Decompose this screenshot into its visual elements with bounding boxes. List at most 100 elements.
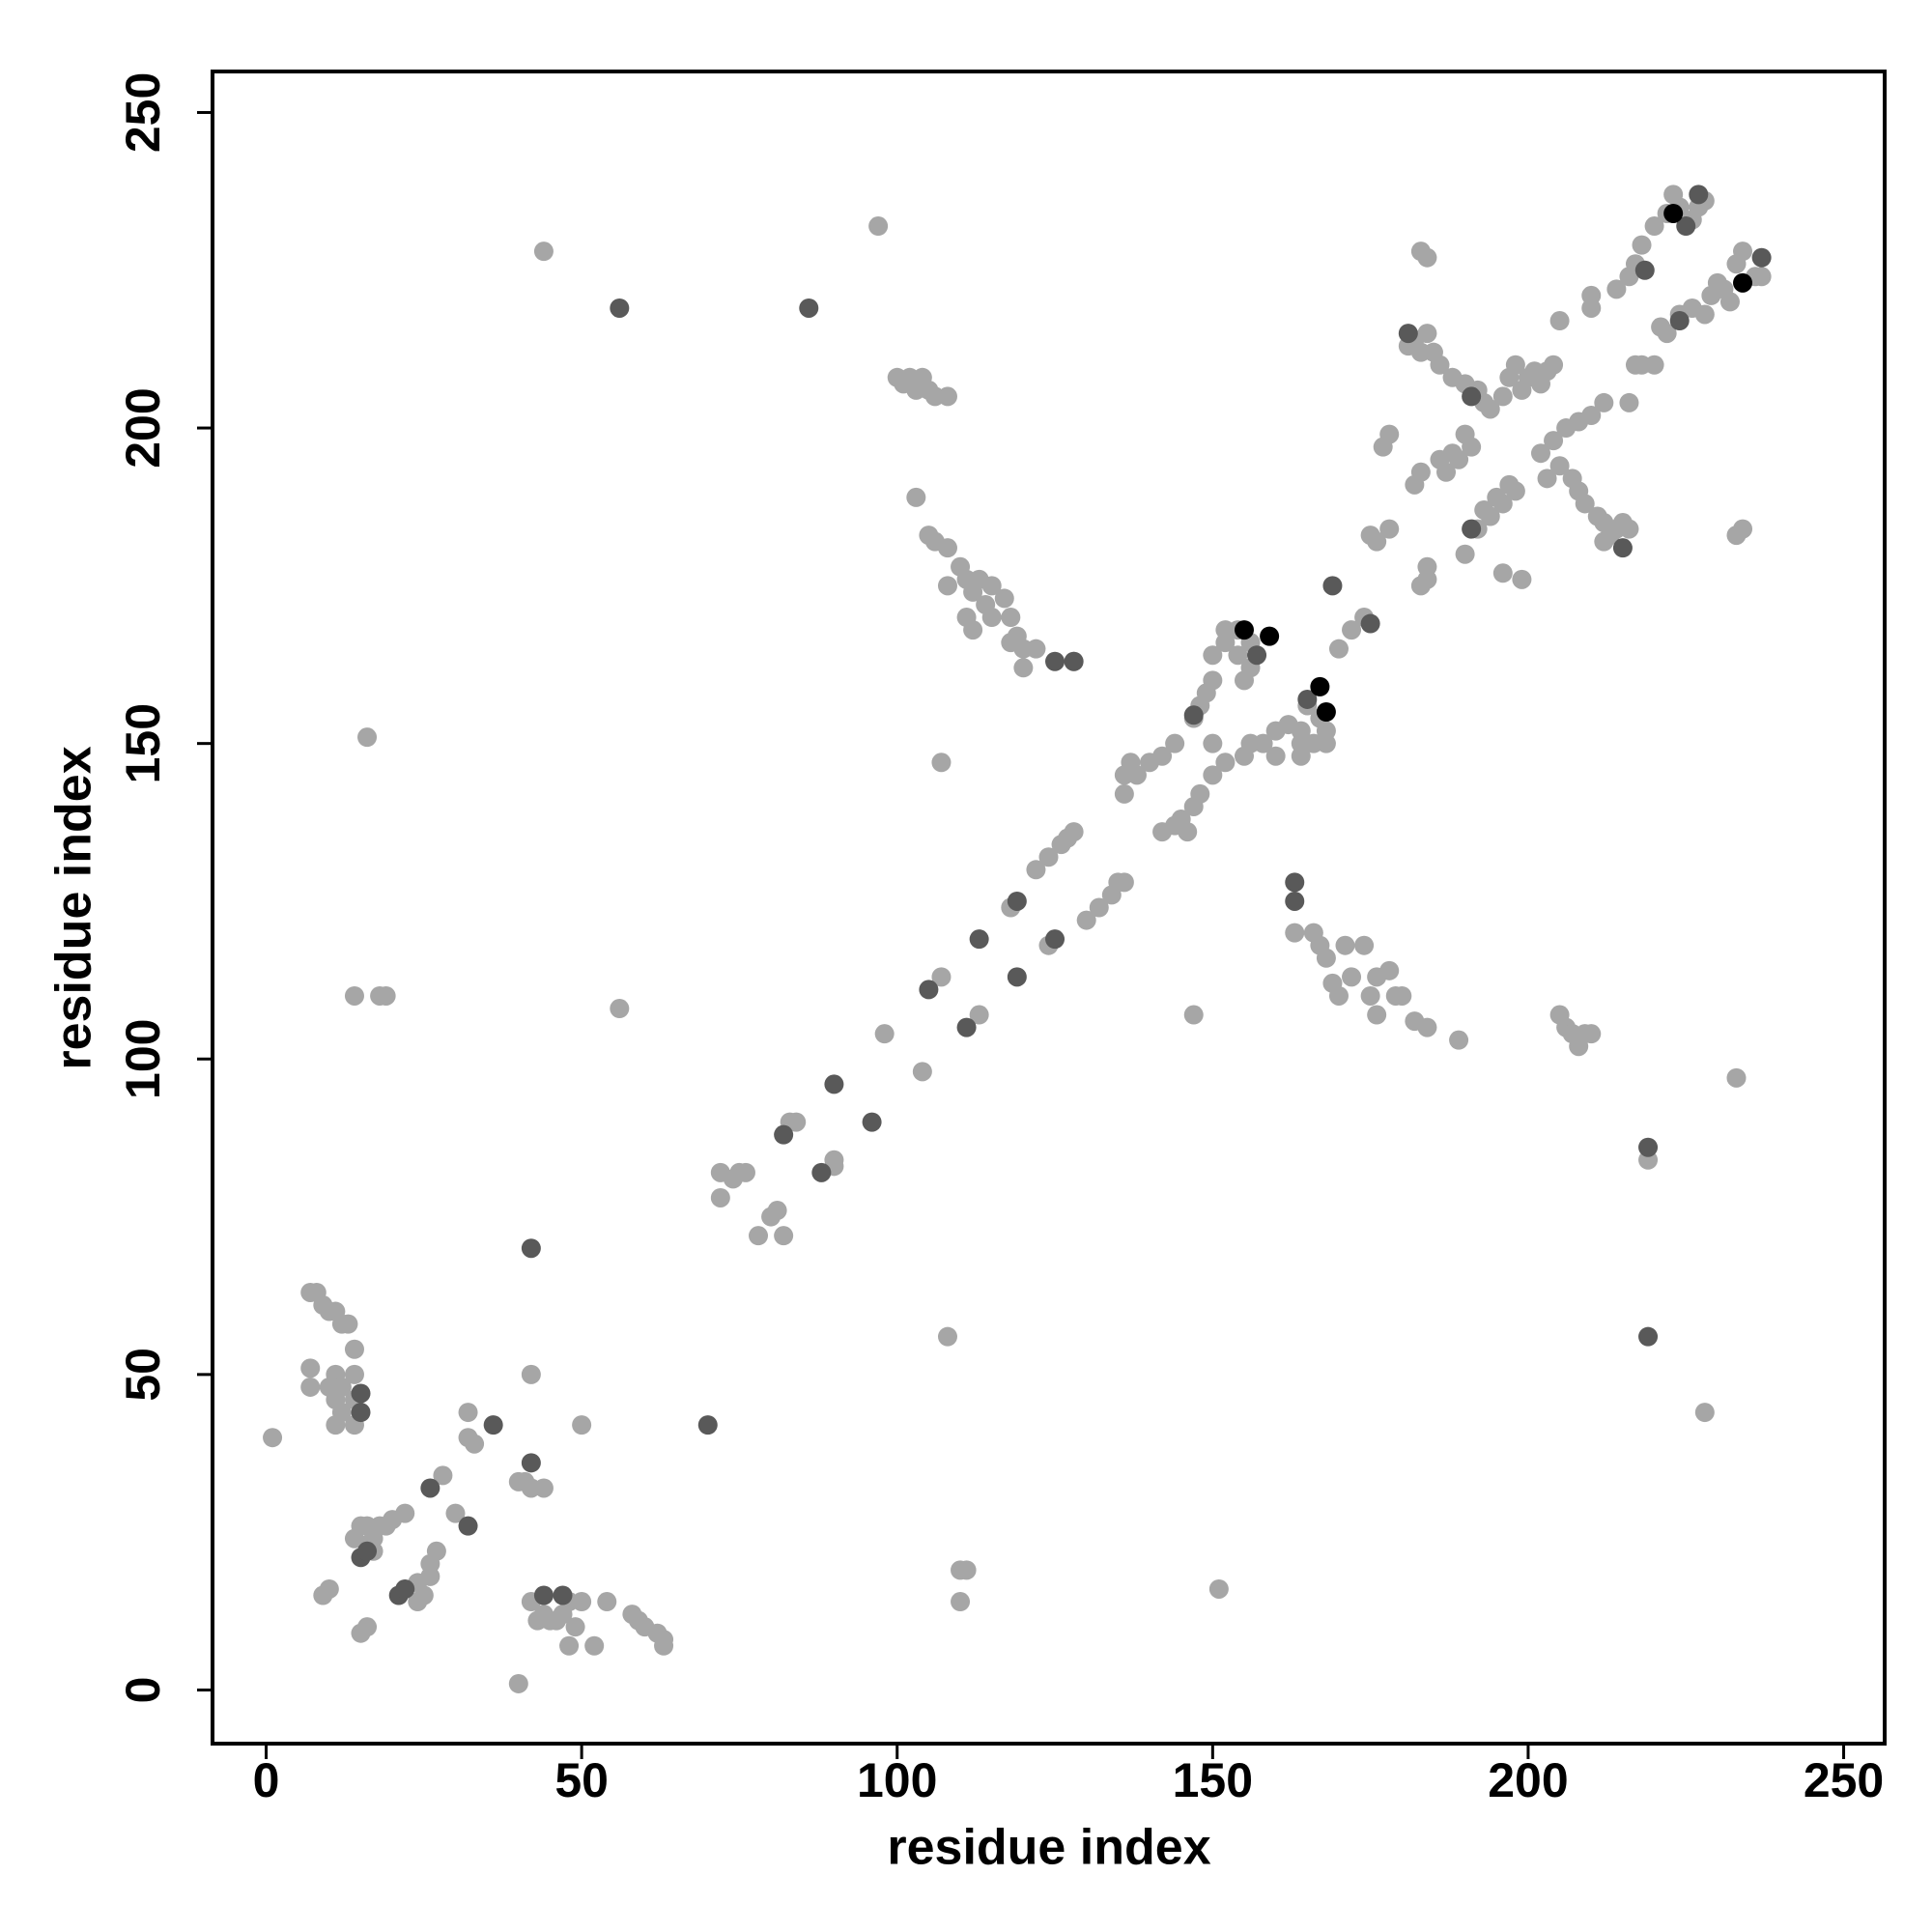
x-tick-label: 0 xyxy=(253,1753,280,1807)
y-tick-label: 200 xyxy=(116,387,170,468)
point xyxy=(1360,613,1380,634)
point xyxy=(956,1017,977,1037)
point xyxy=(1505,355,1525,375)
point xyxy=(572,1415,592,1435)
point xyxy=(1316,702,1336,723)
point xyxy=(1544,431,1564,451)
point xyxy=(1367,531,1387,552)
point xyxy=(963,620,983,640)
point xyxy=(1719,292,1740,312)
point xyxy=(433,1465,453,1486)
point xyxy=(1669,311,1690,331)
point xyxy=(1026,639,1046,659)
point xyxy=(1208,1578,1229,1599)
point xyxy=(786,1112,807,1132)
point xyxy=(357,1541,378,1561)
point xyxy=(338,1314,358,1334)
point xyxy=(710,1187,730,1208)
point xyxy=(351,1383,371,1404)
point xyxy=(1203,645,1223,666)
point xyxy=(508,1673,528,1693)
point xyxy=(1045,929,1065,950)
point xyxy=(1354,935,1375,955)
y-tick-label: 150 xyxy=(116,703,170,783)
point xyxy=(824,1074,844,1094)
point xyxy=(1234,620,1254,640)
point xyxy=(1165,733,1185,753)
point xyxy=(344,985,364,1006)
x-tick-label: 250 xyxy=(1804,1753,1884,1807)
point xyxy=(1089,897,1109,918)
point xyxy=(344,1364,364,1384)
point xyxy=(540,1610,560,1631)
point xyxy=(1342,967,1362,987)
x-tick-label: 100 xyxy=(857,1753,937,1807)
point xyxy=(326,1415,346,1435)
point xyxy=(483,1415,503,1435)
point xyxy=(1644,216,1664,237)
point xyxy=(1379,519,1400,539)
point xyxy=(1417,324,1437,344)
point xyxy=(521,1364,541,1384)
point xyxy=(1253,733,1273,753)
point xyxy=(1462,386,1482,407)
point xyxy=(951,1592,971,1612)
point xyxy=(1612,538,1633,558)
point xyxy=(1203,765,1223,785)
point xyxy=(1689,185,1709,205)
point xyxy=(937,538,957,558)
point xyxy=(735,1162,755,1182)
x-axis-title: residue index xyxy=(887,1820,1210,1876)
point xyxy=(1410,462,1431,482)
point xyxy=(559,1635,580,1656)
point xyxy=(1442,443,1463,464)
point xyxy=(1026,860,1046,880)
point xyxy=(1064,822,1084,842)
point xyxy=(981,608,1002,628)
point xyxy=(413,1585,434,1605)
point xyxy=(395,1503,415,1523)
point xyxy=(981,576,1002,596)
point xyxy=(862,1112,882,1132)
point xyxy=(1676,216,1696,237)
point xyxy=(1638,1326,1659,1347)
point xyxy=(357,1617,378,1637)
point xyxy=(1537,469,1557,489)
point xyxy=(767,1201,787,1221)
point xyxy=(521,1453,541,1473)
point xyxy=(1178,822,1198,842)
point xyxy=(597,1592,617,1612)
y-tick-label: 250 xyxy=(116,72,170,153)
point xyxy=(1265,746,1286,766)
point xyxy=(610,298,630,318)
point xyxy=(1260,626,1280,646)
point xyxy=(1512,569,1532,589)
point xyxy=(1417,247,1437,268)
point xyxy=(1505,481,1525,501)
point xyxy=(919,980,939,1000)
point xyxy=(1733,242,1753,262)
point xyxy=(1228,645,1248,666)
point xyxy=(357,727,378,748)
point xyxy=(1480,399,1500,419)
x-tick-label: 200 xyxy=(1488,1753,1568,1807)
point xyxy=(1606,279,1627,299)
point xyxy=(1285,923,1305,943)
point xyxy=(1114,872,1134,893)
point xyxy=(1733,519,1753,539)
point xyxy=(565,1617,585,1637)
point xyxy=(1285,872,1305,893)
point xyxy=(1492,563,1513,583)
point xyxy=(1657,324,1677,344)
point xyxy=(1379,960,1400,980)
point xyxy=(1619,392,1639,412)
point xyxy=(1007,967,1027,987)
point xyxy=(1455,424,1475,444)
point xyxy=(1492,494,1513,514)
point xyxy=(774,1226,794,1246)
point xyxy=(1449,1030,1469,1050)
point xyxy=(1203,733,1223,753)
point xyxy=(1001,608,1021,628)
point xyxy=(1392,985,1412,1006)
